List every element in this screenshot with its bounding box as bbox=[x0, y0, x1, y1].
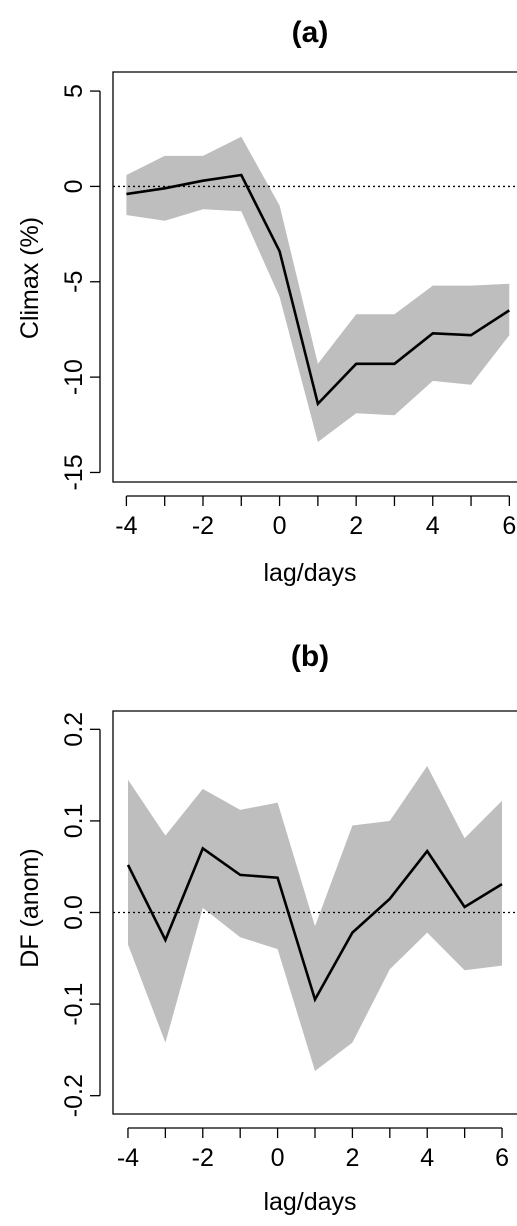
chart-a-confidence-band bbox=[126, 136, 510, 443]
panel-b: (b) -4 -2 0 2 4 6 -0.2 -0.1 0.0 0.1 0.2 lag/days D… bbox=[16, 640, 517, 1216]
chart-a-frame bbox=[112, 71, 517, 483]
chart-a-x-tick-label: 4 bbox=[426, 512, 440, 540]
chart-b-frame bbox=[112, 710, 517, 1115]
chart-a-y-tick-label: -15 bbox=[60, 454, 88, 490]
chart-a-band-layer bbox=[126, 136, 510, 443]
chart-b-x-tick-label: 0 bbox=[271, 1144, 285, 1172]
chart-a-ylabel: Climax (%) bbox=[16, 217, 44, 339]
chart-a-x-tick-label: 2 bbox=[349, 512, 363, 540]
chart-b-band-layer bbox=[128, 766, 502, 1071]
chart-b-x-tick-label: 2 bbox=[345, 1144, 359, 1172]
chart-b-ylabel: DF (anom) bbox=[16, 848, 44, 967]
chart-a-series-line bbox=[126, 173, 511, 407]
chart-a-xlabel: lag/days bbox=[263, 559, 356, 587]
chart-b-series-line bbox=[126, 846, 503, 1003]
chart-b-line-layer bbox=[126, 846, 503, 1003]
chart-a-axes: -4 -2 0 2 4 6 -15 -10 -5 0 5 bbox=[60, 71, 517, 540]
chart-a-y-tick-label: -10 bbox=[60, 359, 88, 395]
chart-b-y-tick-label: 0.0 bbox=[60, 895, 88, 930]
chart-b-title: (b) bbox=[291, 640, 329, 673]
chart-b-y-tick-label: -0.1 bbox=[60, 983, 88, 1026]
chart-b-x-tick-label: -2 bbox=[192, 1144, 214, 1172]
chart-a-title: (a) bbox=[292, 16, 329, 49]
chart-b-xlabel: lag/days bbox=[263, 1188, 356, 1216]
chart-b-axes: -4 -2 0 2 4 6 -0.2 -0.1 0.0 0.1 0.2 bbox=[60, 710, 517, 1172]
chart-b-y-tick-label: -0.2 bbox=[60, 1074, 88, 1117]
chart-a-y-tick-label: -5 bbox=[60, 271, 88, 293]
chart-a-x-tick-label: 6 bbox=[502, 512, 516, 540]
chart-a-y-tick-label: 5 bbox=[60, 84, 88, 98]
chart-b-x-tick-label: -4 bbox=[117, 1144, 139, 1172]
chart-b-confidence-band bbox=[128, 766, 502, 1071]
chart-b-y-tick-label: 0.1 bbox=[60, 804, 88, 839]
chart-b-x-tick-label: 6 bbox=[495, 1144, 509, 1172]
chart-a-x-tick-label: -2 bbox=[192, 512, 214, 540]
chart-a-line-layer bbox=[126, 173, 511, 407]
chart-a-y-tick-label: 0 bbox=[60, 179, 88, 193]
chart-b-y-tick-label: 0.2 bbox=[60, 712, 88, 747]
chart-a-x-tick-label: 0 bbox=[273, 512, 287, 540]
panel-a: (a) -4 -2 0 2 4 6 -15 -10 -5 0 5 lag/days Climax (… bbox=[16, 16, 517, 587]
chart-b-x-tick-label: 4 bbox=[420, 1144, 434, 1172]
chart-a-x-tick-label: -4 bbox=[115, 512, 137, 540]
